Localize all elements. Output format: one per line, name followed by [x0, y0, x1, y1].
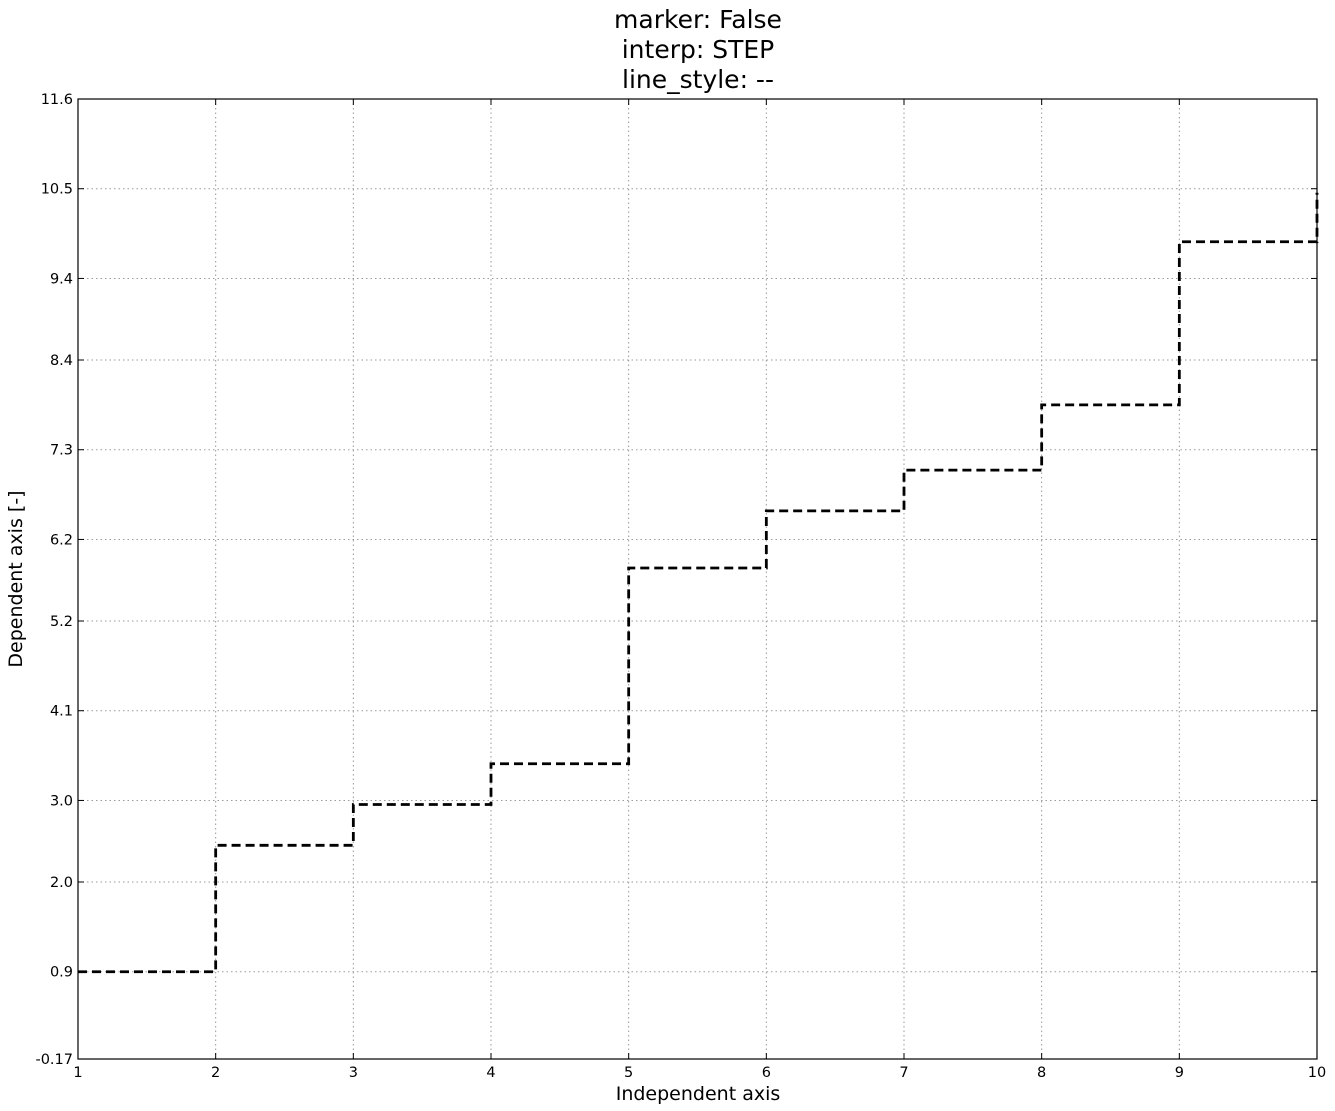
y-tick-label: 9.4	[50, 271, 73, 287]
x-tick-label: 9	[1175, 1065, 1184, 1081]
y-tick-label: 7.3	[50, 443, 73, 459]
step-series-line	[78, 192, 1319, 974]
plot-frame	[77, 98, 1318, 1060]
x-tick-label: 6	[762, 1065, 771, 1081]
y-tick-label: 2.0	[50, 875, 73, 891]
x-tick-label: 8	[1037, 1065, 1046, 1081]
x-tick-label: 4	[486, 1065, 495, 1081]
x-tick-labels: 1 2 3 4 5 6 7 8 9 10	[73, 1065, 1326, 1081]
x-tick-label: 10	[1308, 1065, 1326, 1081]
y-axis-label: Dependent axis [-]	[5, 490, 27, 667]
x-tick-label: 2	[211, 1065, 220, 1081]
y-tick-label: -0.17	[35, 1052, 73, 1068]
title-line: line_style: --	[622, 65, 774, 94]
x-tick-label: 3	[349, 1065, 358, 1081]
x-axis-label: Independent axis	[616, 1083, 781, 1105]
x-tick-label: 1	[73, 1065, 82, 1081]
series-layer	[78, 192, 1319, 974]
title-line: marker: False	[614, 5, 782, 34]
y-tick-label: 8.4	[50, 353, 73, 369]
tick-marks	[77, 98, 1318, 1060]
chart-title: marker: False interp: STEP line_style: -…	[614, 5, 782, 94]
y-tick-labels: -0.17 0.9 2.0 3.0 4.1 5.2 6.2 7.3 8.4 9.4 10.5 11.6	[35, 92, 73, 1068]
y-tick-label: 5.2	[50, 614, 73, 630]
x-tick-label: 5	[624, 1065, 633, 1081]
x-tick-label: 7	[899, 1065, 908, 1081]
y-tick-label: 3.0	[50, 793, 73, 809]
y-tick-label: 11.6	[41, 92, 73, 108]
y-tick-label: 4.1	[50, 704, 73, 720]
title-line: interp: STEP	[622, 35, 775, 64]
y-tick-label: 0.9	[50, 965, 73, 981]
grid	[77, 98, 1318, 1060]
y-tick-label: 6.2	[50, 532, 73, 548]
y-tick-label: 10.5	[41, 182, 73, 198]
